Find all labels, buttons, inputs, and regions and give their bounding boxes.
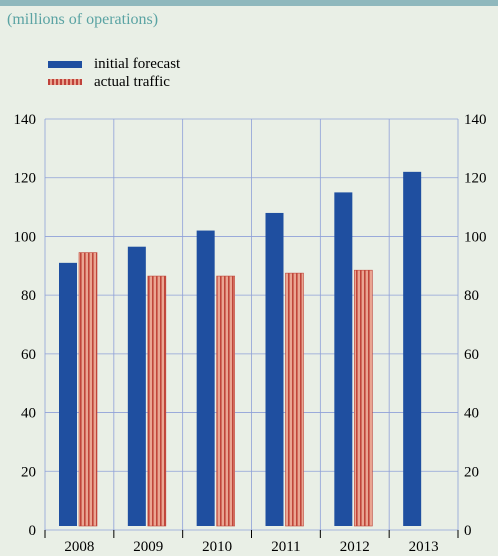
y-tick-label-left: 0 <box>29 523 37 539</box>
x-tick-label: 2012 <box>340 539 370 555</box>
y-tick-label-right: 100 <box>464 229 487 245</box>
y-tick-label-left: 60 <box>21 347 36 363</box>
y-tick-label-left: 20 <box>21 464 36 480</box>
y-tick-label-left: 80 <box>21 288 36 304</box>
bar-actual-traffic <box>78 252 98 527</box>
bar-initial-forecast <box>127 246 146 527</box>
bars <box>59 171 422 527</box>
y-tick-label-right: 20 <box>464 464 479 480</box>
bar-actual-traffic <box>285 272 304 527</box>
legend-swatch-forecast <box>48 60 82 68</box>
y-tick-label-right: 40 <box>464 406 479 422</box>
x-tick-label: 2009 <box>133 539 163 555</box>
bar-initial-forecast <box>334 192 353 526</box>
grid <box>44 118 459 531</box>
legend-label-actual: actual traffic <box>94 73 170 90</box>
header-bar <box>0 0 498 6</box>
x-tick-label: 2010 <box>202 539 232 555</box>
unit-label: (millions of operations) <box>7 11 159 28</box>
y-tick-label-right: 60 <box>464 347 479 363</box>
legend-swatch-actual <box>48 79 82 85</box>
x-tick-label: 2011 <box>271 539 300 555</box>
axes: 2008 2009 2010 2011 2012 2013 0 0 20 20 40 40 60 60 80… <box>14 112 487 555</box>
y-tick-label-right: 120 <box>464 171 487 187</box>
y-tick-label-right: 80 <box>464 288 479 304</box>
y-tick-label-right: 140 <box>464 112 487 128</box>
bar-actual-traffic <box>147 275 167 527</box>
y-tick-label-left: 100 <box>14 229 37 245</box>
bar-initial-forecast <box>403 171 422 527</box>
x-tick-label: 2008 <box>64 539 94 555</box>
bar-initial-forecast <box>59 262 77 526</box>
bar-actual-traffic <box>354 269 373 527</box>
legend-item-actual: actual traffic <box>48 73 180 91</box>
y-tick-label-left: 120 <box>14 171 37 187</box>
bar-initial-forecast <box>265 212 284 526</box>
y-tick-label-left: 40 <box>21 406 36 422</box>
legend-item-forecast: initial forecast <box>48 55 180 73</box>
bar-actual-traffic <box>216 275 235 527</box>
legend: initial forecast actual traffic <box>48 55 180 91</box>
y-tick-label-right: 0 <box>464 523 472 539</box>
legend-label-forecast: initial forecast <box>94 55 181 72</box>
bar-initial-forecast <box>196 230 215 527</box>
x-tick-label: 2013 <box>409 539 439 555</box>
y-tick-label-left: 140 <box>14 112 37 128</box>
